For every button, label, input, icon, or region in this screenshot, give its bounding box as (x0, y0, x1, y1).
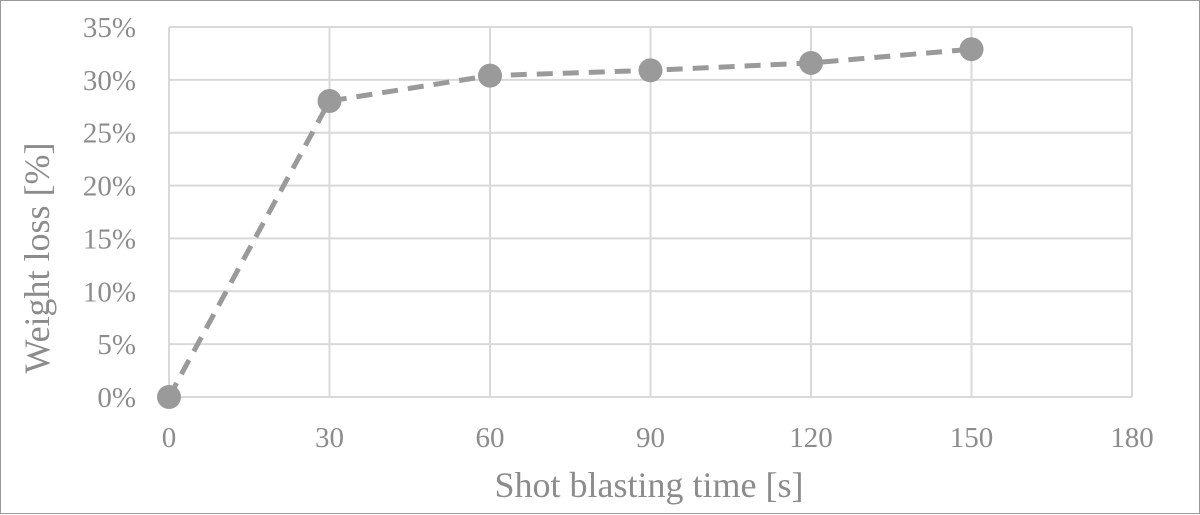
data-point (157, 385, 181, 409)
data-point (638, 58, 663, 83)
x-tick-labels: 0 30 60 90 120 150 180 (162, 422, 1154, 454)
data-point (478, 63, 502, 88)
x-axis-title: Shot blasting time [s] (495, 465, 804, 505)
y-tick-label: 30% (83, 65, 136, 97)
y-axis-title: Weight loss [%] (17, 142, 57, 373)
y-tick-label: 10% (83, 276, 136, 308)
y-tick-label: 25% (83, 118, 136, 150)
y-tick-label: 5% (97, 329, 136, 361)
series-line (166, 46, 972, 399)
grid (168, 26, 1133, 398)
y-tick-labels: 0% 5% 10% 15% 20% 25% 30% 35% (83, 12, 136, 414)
x-tick-label: 90 (636, 422, 665, 454)
data-point (317, 89, 342, 113)
x-tick-label: 120 (789, 422, 833, 454)
data-point (959, 37, 984, 62)
x-tick-label: 30 (315, 422, 344, 454)
x-tick-label: 150 (950, 422, 994, 454)
x-tick-label: 180 (1110, 422, 1154, 454)
y-tick-label: 35% (83, 12, 136, 44)
y-tick-label: 15% (83, 223, 136, 255)
y-tick-label: 0% (97, 382, 136, 414)
y-tick-label: 20% (83, 171, 136, 203)
x-tick-label: 0 (162, 422, 177, 454)
x-tick-label: 60 (476, 422, 505, 454)
data-point (799, 50, 823, 75)
series-layer (157, 37, 984, 409)
